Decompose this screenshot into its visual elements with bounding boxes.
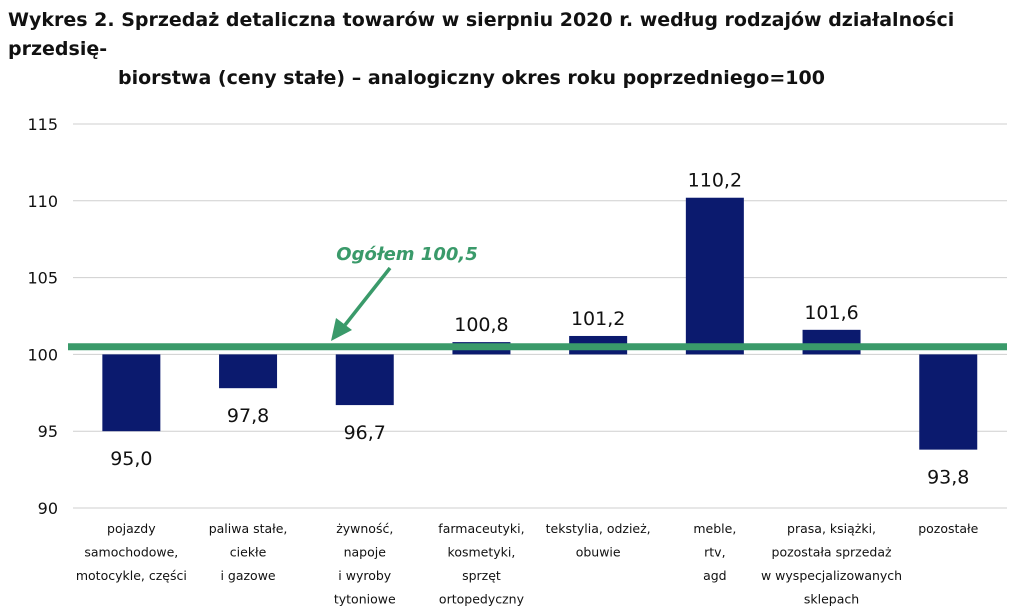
x-tick-label: prasa, książki, pozostała sprzedaż w wyspe… bbox=[761, 521, 902, 607]
data-label: 101,6 bbox=[804, 302, 858, 324]
x-tick-label-line: farmaceutyki, bbox=[438, 521, 524, 536]
x-tick-label-line: kosmetyki, bbox=[448, 545, 516, 560]
data-label: 101,2 bbox=[571, 308, 625, 330]
x-tick-label-line: obuwie bbox=[576, 545, 621, 560]
reference-annotation: Ogółem 100,5 bbox=[336, 244, 477, 265]
bar bbox=[102, 354, 161, 432]
data-label: 93,8 bbox=[927, 467, 969, 489]
x-tick-label: meble, rtv, agd bbox=[693, 521, 736, 583]
x-tick-label-line: paliwa stałe, bbox=[209, 521, 288, 536]
data-label: 110,2 bbox=[688, 170, 742, 192]
x-tick-label-line: samochodowe, bbox=[84, 545, 178, 560]
data-label: 96,7 bbox=[344, 422, 386, 444]
x-tick-label-line: tekstylia, odzież, bbox=[546, 521, 651, 536]
x-tick-label: pozostałe bbox=[918, 521, 978, 536]
data-label: 100,8 bbox=[454, 314, 508, 336]
x-tick-label-line: i wyroby bbox=[338, 568, 392, 583]
x-tick-label-line: ciekłe bbox=[230, 545, 267, 560]
y-tick-label: 95 bbox=[38, 422, 58, 441]
y-tick-label: 90 bbox=[38, 499, 58, 518]
x-tick-label: paliwa stałe, ciekłe i gazowe bbox=[209, 521, 288, 583]
x-tick-label: farmaceutyki, kosmetyki, sprzęt ortopedyczn… bbox=[438, 521, 524, 607]
x-tick-label-line: ortopedyczny bbox=[439, 592, 525, 607]
x-tick-label: pojazdy samochodowe, motocykle, części bbox=[76, 521, 187, 583]
bar bbox=[919, 354, 978, 450]
chart-title-line-1: Wykres 2. Sprzedaż detaliczna towarów w … bbox=[8, 9, 955, 60]
x-tick-label-line: agd bbox=[703, 568, 727, 583]
x-tick-label-line: pozostała sprzedaż bbox=[772, 545, 892, 560]
x-tick-label-line: tytoniowe bbox=[334, 592, 396, 607]
x-tick-label-line: żywność, bbox=[336, 521, 393, 536]
y-tick-label: 115 bbox=[27, 115, 58, 134]
data-label: 95,0 bbox=[110, 448, 152, 470]
bar bbox=[802, 329, 861, 355]
y-tick-label: 110 bbox=[27, 192, 58, 211]
x-tick-label-line: pojazdy bbox=[107, 521, 156, 536]
x-tick-label-line: w wyspecjalizowanych bbox=[761, 568, 902, 583]
chart-title-line-2: biorstwa (ceny stałe) – analogiczny okre… bbox=[118, 67, 825, 89]
x-tick-label-line: motocykle, części bbox=[76, 568, 187, 583]
x-tick-label-line: pozostałe bbox=[918, 521, 978, 536]
x-tick-label-line: rtv, bbox=[704, 545, 725, 560]
x-tick-label: żywność, napoje i wyroby tytoniowe bbox=[334, 521, 396, 607]
x-tick-label-line: meble, bbox=[693, 521, 736, 536]
annotation-arrow-shaft bbox=[343, 266, 392, 327]
bar bbox=[335, 354, 394, 406]
chart-title: Wykres 2. Sprzedaż detaliczna towarów w … bbox=[8, 6, 1018, 93]
annotation-arrow-head bbox=[331, 318, 352, 341]
x-tick-label: tekstylia, odzież, obuwie bbox=[546, 521, 651, 560]
bar bbox=[685, 197, 744, 355]
data-label: 97,8 bbox=[227, 405, 269, 427]
y-tick-label: 105 bbox=[27, 269, 58, 288]
x-tick-label-line: prasa, książki, bbox=[787, 521, 876, 536]
x-tick-label-line: sklepach bbox=[804, 592, 859, 607]
x-tick-label-line: napoje bbox=[344, 545, 387, 560]
y-tick-label: 100 bbox=[27, 345, 58, 364]
x-tick-label-line: i gazowe bbox=[220, 568, 275, 583]
bar bbox=[219, 354, 278, 389]
x-tick-label-line: sprzęt bbox=[462, 568, 501, 583]
